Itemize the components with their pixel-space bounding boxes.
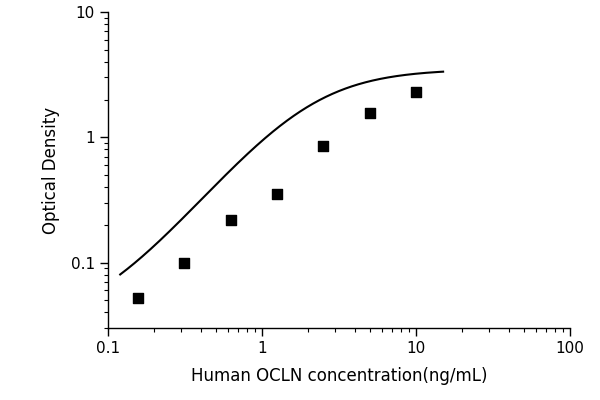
Point: [133, 295, 143, 301]
Point: [226, 216, 235, 223]
Point: [179, 259, 189, 266]
X-axis label: Human OCLN concentration(ng/mL): Human OCLN concentration(ng/mL): [191, 367, 487, 385]
Y-axis label: Optical Density: Optical Density: [41, 106, 59, 234]
Point: [319, 143, 328, 149]
Point: [365, 110, 374, 117]
Point: [272, 191, 282, 198]
Point: [411, 89, 421, 95]
